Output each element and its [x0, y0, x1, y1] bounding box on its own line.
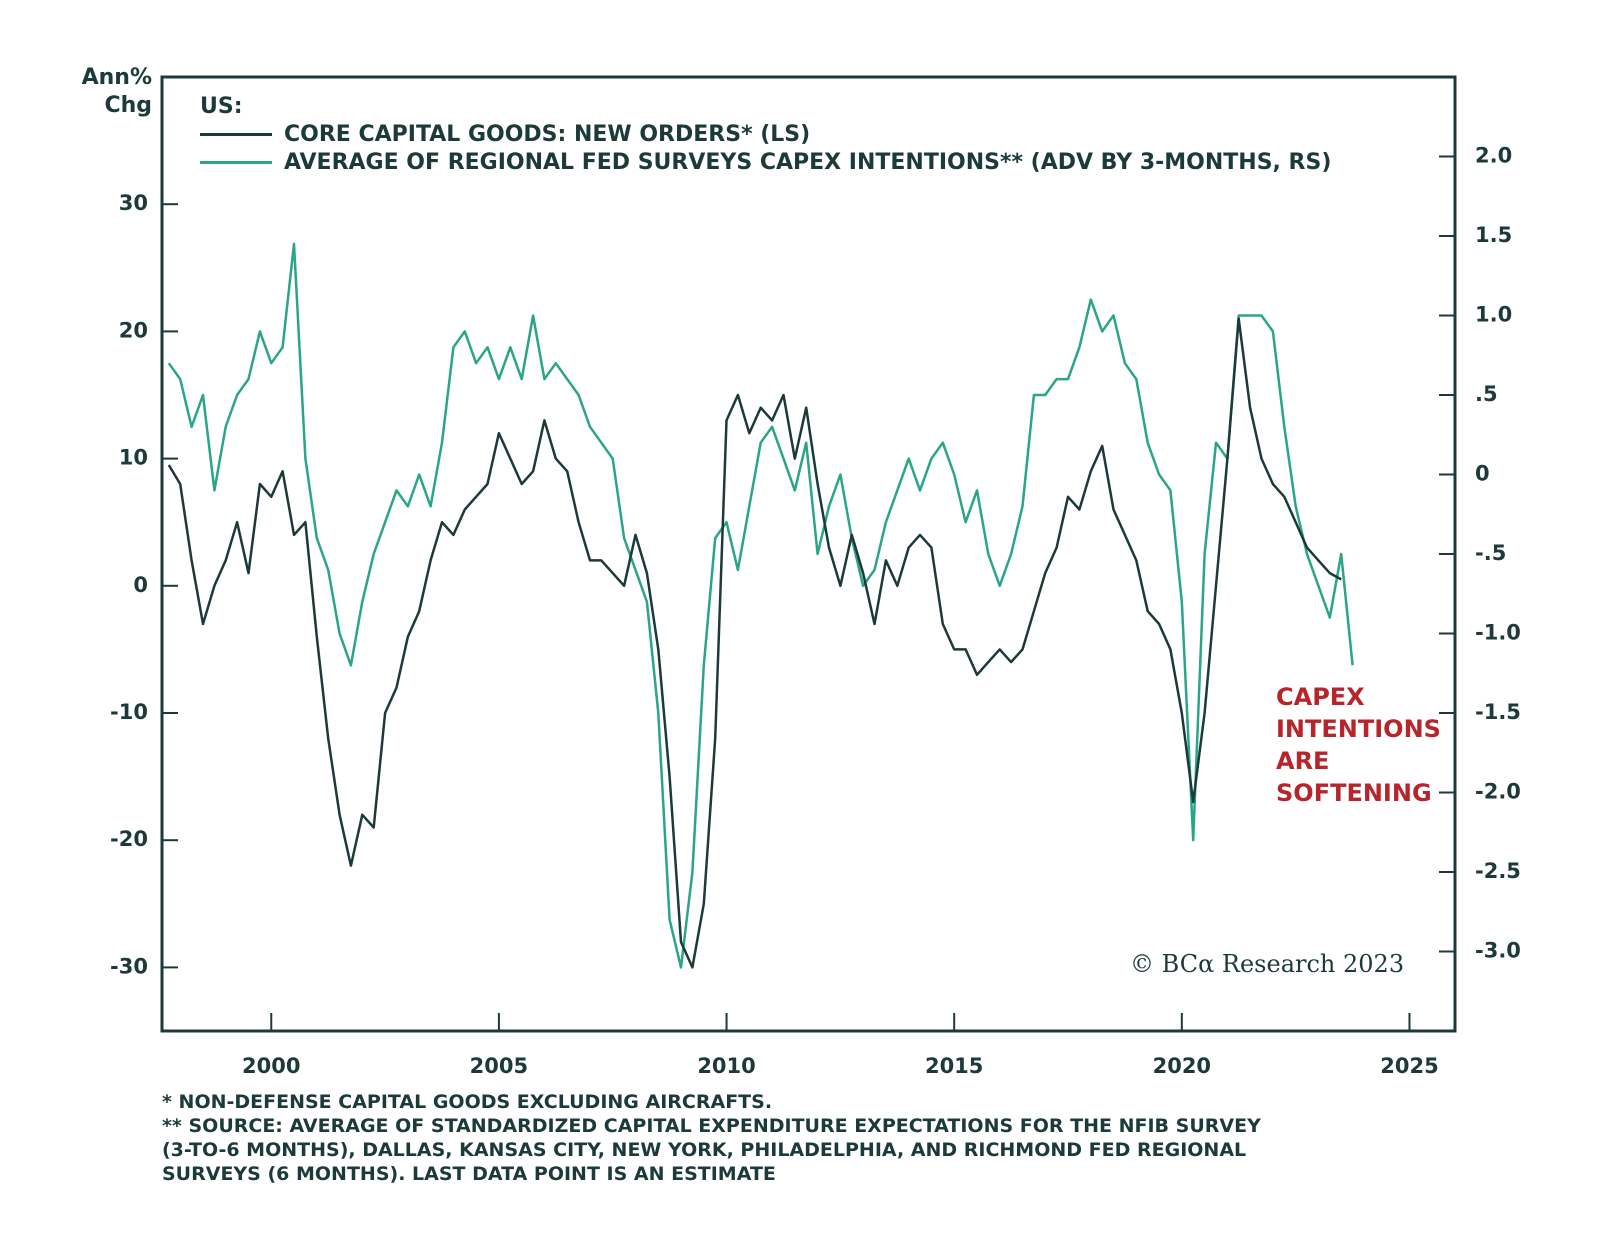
y-axis-label: Ann% Chg	[81, 65, 152, 118]
footnotes: * NON-DEFENSE CAPITAL GOODS EXCLUDING AI…	[162, 1090, 1282, 1186]
legend-entry: AVERAGE OF REGIONAL FED SURVEYS CAPEX IN…	[200, 148, 1331, 176]
y2-tick-label: 1.0	[1475, 303, 1512, 327]
x-tick-label: 2000	[242, 1054, 300, 1078]
y2-tick-label: 1.5	[1475, 223, 1512, 247]
footnote: * NON-DEFENSE CAPITAL GOODS EXCLUDING AI…	[162, 1091, 773, 1113]
legend: US: CORE CAPITAL GOODS: NEW ORDERS* (LS)…	[200, 92, 1331, 176]
y2-tick-label: -2.5	[1475, 859, 1521, 883]
x-tick-label: 2020	[1153, 1054, 1211, 1078]
y-tick-label: 0	[133, 573, 148, 597]
y-tick-label: -10	[110, 700, 148, 724]
y2-tick-label: -1.0	[1475, 621, 1521, 645]
legend-title: US:	[200, 93, 243, 119]
y2-tick-label: -1.5	[1475, 700, 1521, 724]
series-line	[167, 317, 1342, 969]
x-tick-label: 2025	[1380, 1054, 1438, 1078]
y2-tick-label: -2.0	[1475, 780, 1521, 804]
legend-swatch	[200, 132, 272, 136]
y2-tick-label: 2.0	[1475, 144, 1512, 168]
footnote: ** SOURCE: AVERAGE OF STANDARDIZED CAPIT…	[162, 1115, 1261, 1185]
legend-label: AVERAGE OF REGIONAL FED SURVEYS CAPEX IN…	[284, 149, 1332, 175]
y-tick-label: 20	[119, 318, 148, 342]
y-tick-label: 10	[119, 446, 148, 470]
y-tick-label: -20	[110, 827, 148, 851]
x-tick-label: 2010	[697, 1054, 755, 1078]
y-tick-label: 30	[119, 191, 148, 215]
legend-swatch	[200, 160, 272, 164]
x-tick-label: 2015	[925, 1054, 983, 1078]
series-line	[167, 242, 1354, 969]
y2-tick-label: 0	[1475, 462, 1490, 486]
plot-frame	[160, 75, 1457, 1033]
annotation: CAPEX INTENTIONS ARE SOFTENING	[1276, 683, 1441, 807]
legend-label: CORE CAPITAL GOODS: NEW ORDERS* (LS)	[284, 121, 811, 147]
y2-tick-label: -.5	[1475, 541, 1506, 565]
y2-tick-label: -3.0	[1475, 939, 1521, 963]
y-tick-label: -30	[110, 954, 148, 978]
legend-entry: CORE CAPITAL GOODS: NEW ORDERS* (LS)	[200, 120, 1331, 148]
watermark: © BCα Research 2023	[1130, 950, 1405, 978]
y2-tick-label: .5	[1475, 382, 1498, 406]
x-tick-label: 2005	[470, 1054, 528, 1078]
